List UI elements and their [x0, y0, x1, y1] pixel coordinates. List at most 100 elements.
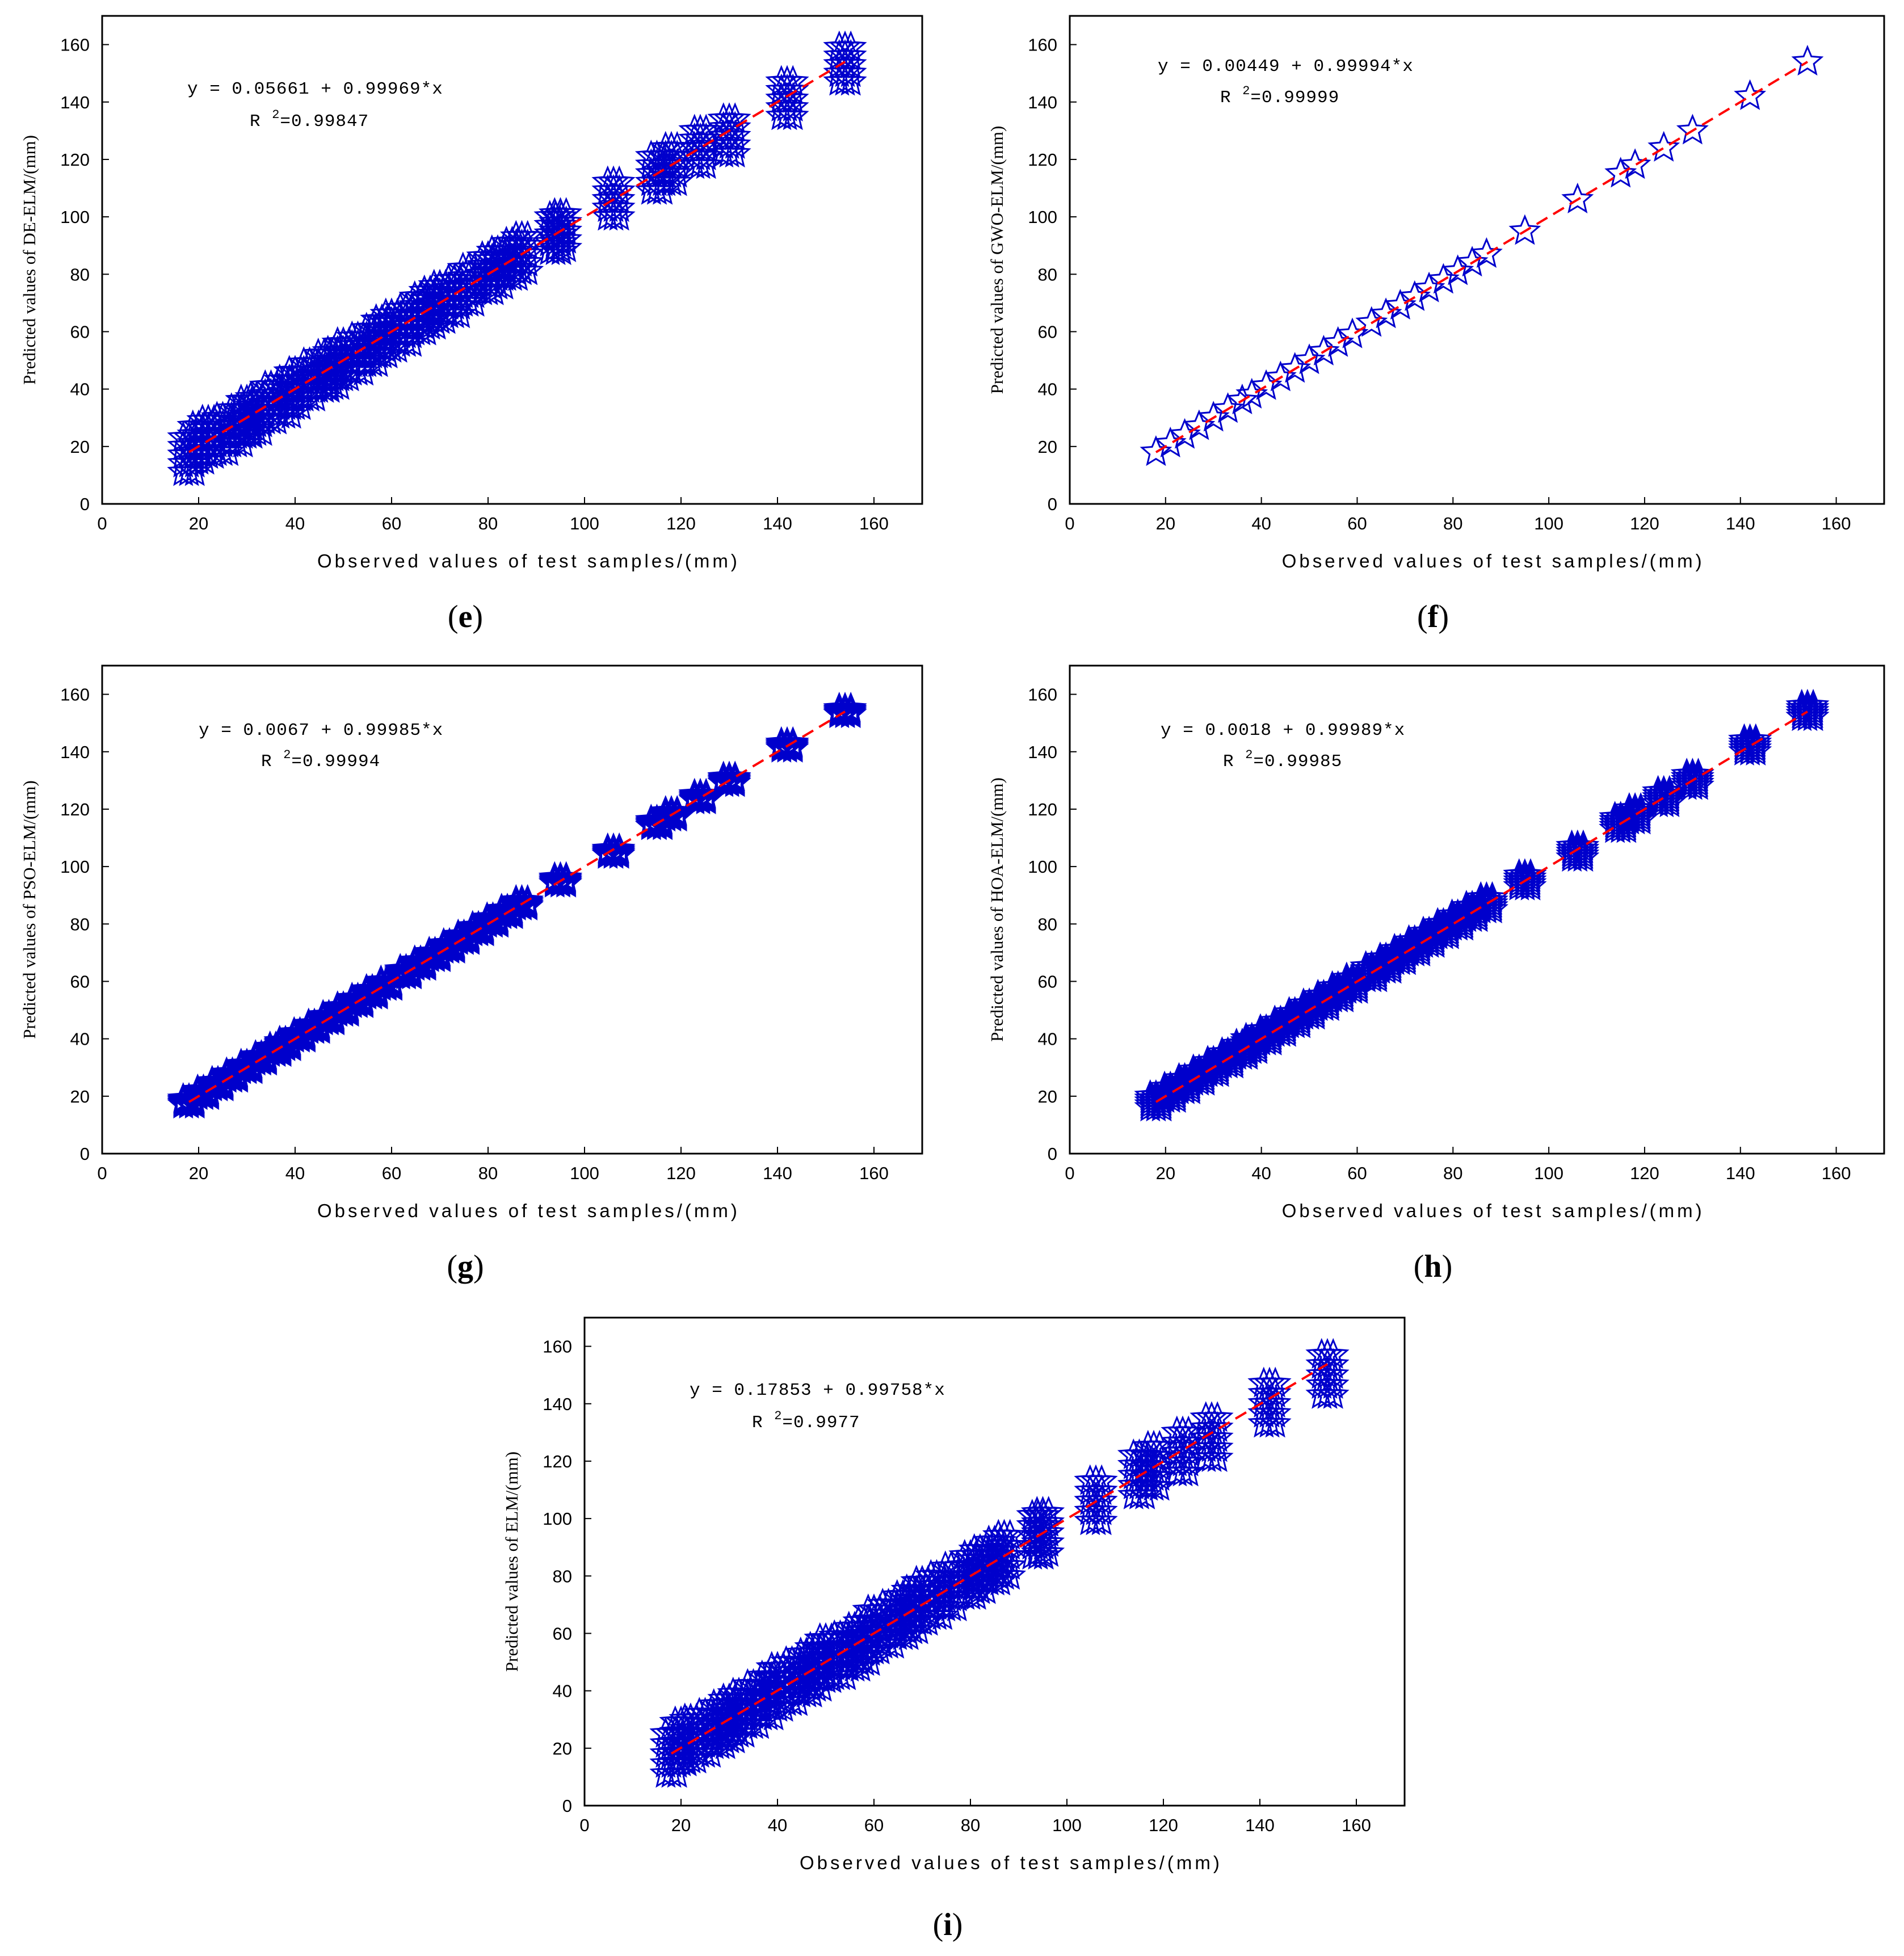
x-tick-label: 80: [961, 1815, 980, 1835]
fit-line: [1155, 61, 1808, 453]
plot-frame: [101, 15, 923, 505]
y-tick-label: 20: [70, 437, 90, 457]
y-tick-label: 140: [1028, 92, 1057, 112]
plot-frame: [101, 664, 923, 1155]
x-tick-label: 60: [382, 514, 401, 533]
star-marker: [1259, 1407, 1292, 1438]
r-squared-label: R: [1223, 752, 1245, 772]
star-marker: [1797, 688, 1830, 720]
star-marker: [1567, 829, 1600, 860]
x-tick-label: 20: [189, 514, 208, 533]
y-tick-label: 20: [553, 1739, 572, 1759]
x-tick-label: 100: [1534, 514, 1563, 533]
chart-panel-h: 0 20 40 60 80 100 120 140 160 0 20 40 60 80 100 120 140 1…: [965, 650, 1904, 1297]
star-marker: [1322, 326, 1355, 357]
regression-equation: y = 0.05661 + 0.99969*x: [187, 79, 443, 99]
star-marker: [834, 65, 867, 96]
y-tick-label: 160: [1028, 685, 1057, 705]
star-marker: [1201, 1431, 1234, 1462]
star-marker: [1235, 377, 1268, 409]
star-marker: [1427, 263, 1460, 294]
data-points: [167, 30, 867, 486]
star-marker: [1476, 881, 1508, 912]
star-marker: [834, 39, 867, 70]
star-marker: [1676, 113, 1709, 145]
r-squared: R 2=0.9977: [752, 1409, 860, 1433]
star-marker: [1172, 1445, 1205, 1477]
fit-line: [188, 61, 846, 453]
scatter-chart-g: 0 20 40 60 80 100 120 140 160 0 20 40 60 80 100 120 140 1…: [19, 664, 923, 1221]
star-marker: [550, 231, 583, 262]
star-marker: [718, 760, 751, 792]
star-marker: [776, 91, 809, 122]
data-points: [167, 692, 867, 1119]
x-tick-label: 80: [1443, 514, 1462, 533]
r-squared-label: R: [261, 752, 283, 772]
y-tick-label: 0: [562, 1796, 572, 1816]
fit-line: [188, 710, 846, 1103]
star-marker: [994, 1559, 1027, 1590]
x-tick-label: 20: [1156, 514, 1175, 533]
star-marker: [347, 355, 380, 386]
y-tick-label: 60: [1038, 971, 1057, 991]
chart-panel-i: 0 20 40 60 80 100 120 140 160 0 20 40 60 80 100 120 140 1…: [482, 1299, 1436, 1952]
star-marker: [718, 119, 751, 150]
star-marker: [458, 286, 491, 317]
y-tick-label: 140: [543, 1394, 572, 1414]
star-marker: [1561, 182, 1594, 213]
star-marker: [1398, 280, 1431, 311]
x-tick-label: 60: [1347, 1163, 1367, 1183]
x-tick-label: 100: [570, 514, 599, 533]
y-axis-label: Predicted values of HOA-ELM/(mm): [987, 777, 1007, 1042]
r-squared-sup: 2: [272, 108, 280, 122]
star-marker: [1201, 1421, 1234, 1452]
x-axis-label: Observed values of test samples/(mm): [317, 1200, 740, 1221]
star-marker: [1250, 369, 1283, 400]
y-tick-label: 160: [60, 685, 90, 705]
y-tick-label: 140: [60, 742, 90, 762]
star-marker: [1470, 237, 1503, 268]
scatter-chart-h: 0 20 40 60 80 100 120 140 160 0 20 40 60 80 100 120 140 1…: [987, 664, 1885, 1221]
star-marker: [1079, 1464, 1112, 1495]
panel-label-g: (g): [447, 1249, 484, 1284]
star-marker: [1508, 214, 1541, 245]
chart-panel-f: 0 20 40 60 80 100 120 140 160 0 20 40 60 80 100 120 140 1…: [965, 0, 1904, 647]
regression-equation: y = 0.00449 + 0.99994*x: [1158, 57, 1414, 77]
star-marker: [1259, 1396, 1292, 1428]
star-marker: [603, 174, 636, 205]
x-tick-label: 120: [666, 1163, 696, 1183]
star-marker: [1172, 1456, 1205, 1487]
star-marker: [1384, 288, 1417, 320]
star-marker: [1317, 1348, 1350, 1379]
panel-label-f: (f): [1417, 599, 1449, 634]
star-marker: [1317, 1378, 1350, 1409]
star-marker: [1293, 343, 1326, 375]
star-marker: [1259, 1366, 1292, 1398]
panel-label-i: (i): [932, 1907, 963, 1942]
star-marker: [718, 102, 751, 133]
star-marker: [1166, 1415, 1199, 1446]
y-tick-label: 60: [1038, 322, 1057, 342]
star-marker: [940, 1590, 973, 1622]
plot-frame: [1069, 15, 1885, 505]
x-axis-label: Observed values of test samples/(mm): [800, 1852, 1222, 1873]
star-marker: [1143, 1470, 1176, 1501]
y-tick-label: 160: [1028, 35, 1057, 55]
star-marker: [550, 863, 583, 894]
x-tick-label: 120: [666, 514, 696, 533]
star-marker: [1734, 79, 1767, 110]
y-tick-label: 20: [1038, 437, 1057, 457]
star-marker: [1085, 1494, 1118, 1525]
y-tick-label: 140: [60, 92, 90, 112]
r-squared: R 2=0.99994: [261, 748, 380, 772]
r-squared-value: =0.9977: [782, 1413, 860, 1433]
x-tick-label: 160: [1342, 1815, 1371, 1835]
star-marker: [834, 30, 867, 61]
x-tick-label: 80: [1443, 1163, 1462, 1183]
data-points: [649, 1337, 1350, 1788]
r-squared-sup: 2: [283, 748, 291, 762]
r-squared-value: =0.99994: [291, 752, 380, 772]
y-tick-label: 0: [1048, 1144, 1057, 1164]
x-tick-label: 40: [285, 514, 305, 533]
y-tick-label: 40: [70, 380, 90, 399]
